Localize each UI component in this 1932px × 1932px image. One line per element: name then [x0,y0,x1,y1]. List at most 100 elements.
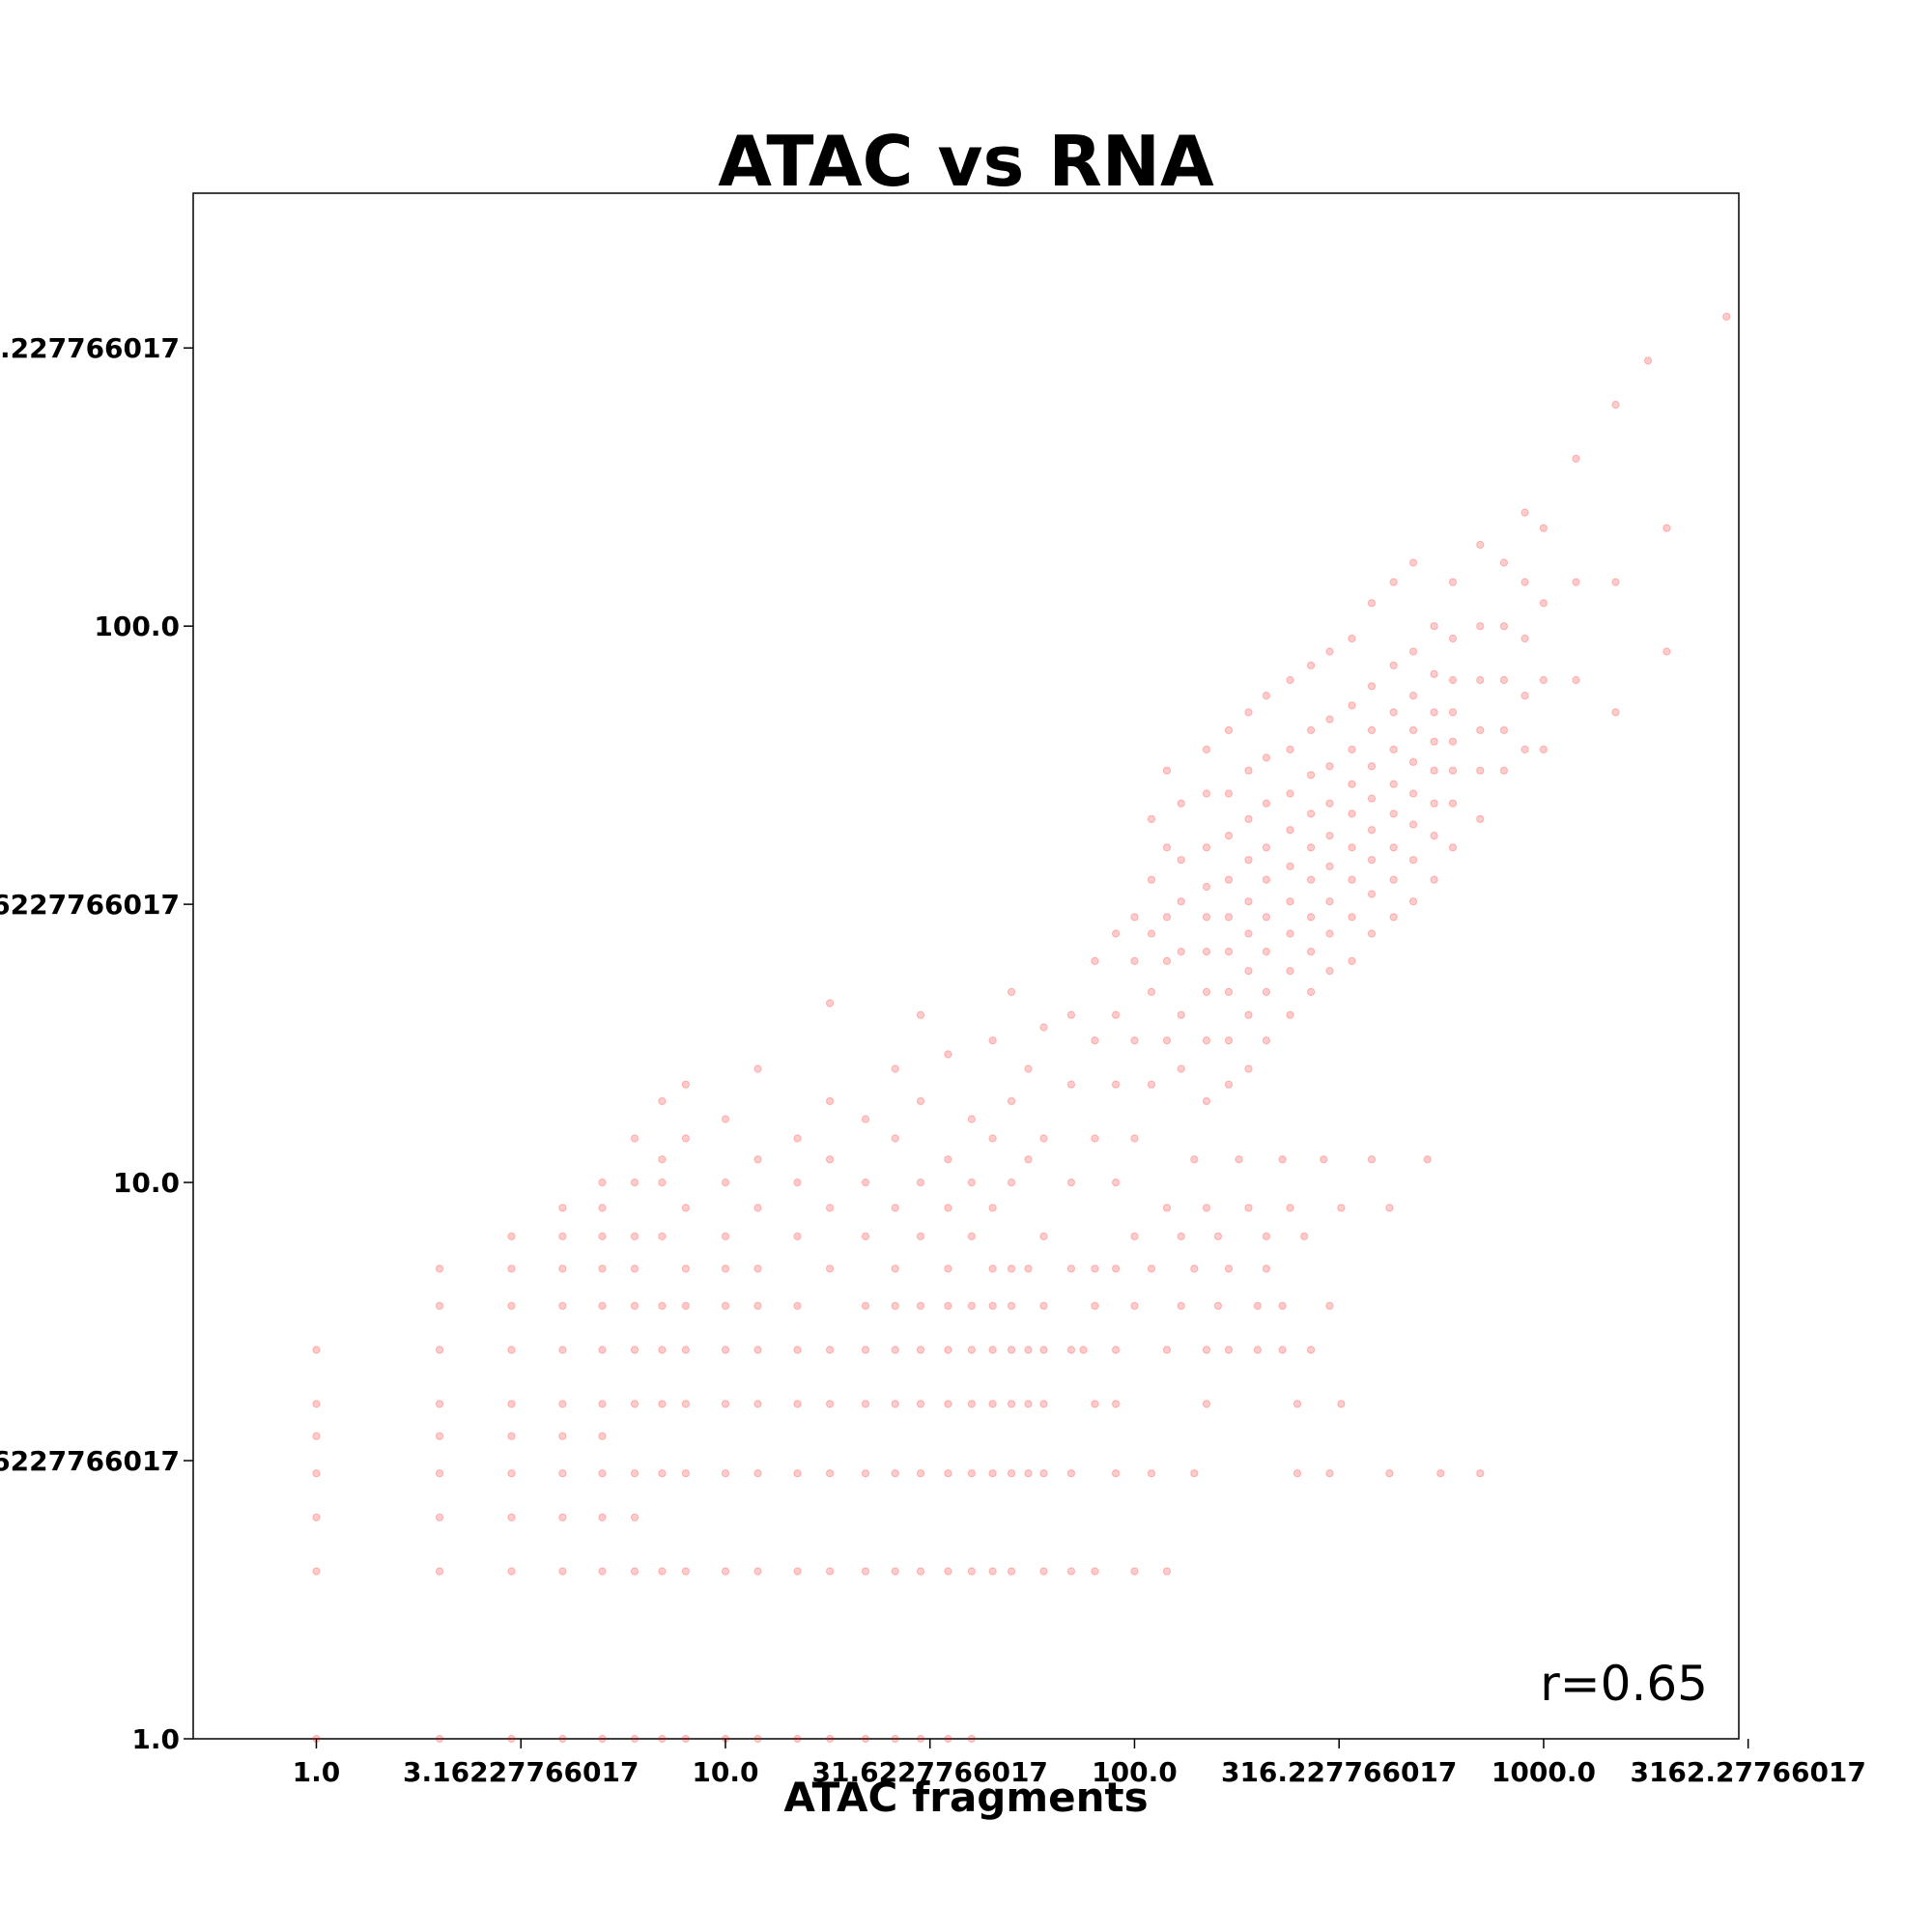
data-point [1190,1469,1199,1478]
data-point [1307,771,1316,780]
data-point [1499,622,1509,631]
data-point [1130,956,1139,966]
data-point [435,1513,444,1521]
data-point [435,1469,444,1478]
data-point [1112,1080,1121,1089]
data-point [1389,578,1398,586]
data-point [658,1734,667,1744]
data-point [598,1567,607,1576]
data-point [1213,1301,1223,1310]
data-point [988,1301,997,1310]
data-point [435,1264,444,1273]
data-point [988,1346,997,1354]
data-point [1520,508,1529,517]
data-point [1286,967,1294,976]
data-point [826,1469,835,1478]
data-point [630,1469,639,1478]
data-point [1348,701,1356,710]
data-point [988,1469,997,1478]
data-point [598,1301,607,1310]
data-point [916,1346,925,1354]
data-point [1244,766,1253,775]
data-point [793,1346,802,1354]
data-point [988,1400,997,1408]
data-point [558,1346,567,1354]
data-point [944,1264,952,1273]
data-point [1389,780,1398,788]
data-point [1162,913,1172,922]
data-point [1177,1232,1185,1241]
data-point [1066,1346,1076,1354]
x-tick-label: 3.16227766017 [403,1756,639,1788]
data-point [1039,1134,1048,1143]
data-point [598,1232,607,1241]
data-point [861,1179,870,1187]
data-point [1293,1400,1302,1408]
data-point [1091,1567,1099,1576]
data-point [1244,814,1253,824]
data-point [1224,987,1234,997]
data-point [1202,843,1211,852]
data-point [1224,1080,1234,1089]
data-point [658,1155,667,1164]
data-point [681,1400,691,1408]
data-point [1024,1065,1033,1073]
data-point [1389,708,1398,717]
data-point [1348,956,1356,966]
data-point [891,1400,899,1408]
data-point [1130,1037,1139,1045]
data-point [1307,843,1316,852]
data-point [558,1734,567,1744]
data-point [1091,1037,1099,1045]
data-point [1423,1155,1432,1164]
data-point [1611,708,1620,717]
data-point [1348,780,1356,788]
data-point [1325,897,1334,906]
data-point [507,1301,516,1310]
data-point [1325,647,1334,656]
data-point [1348,843,1356,852]
data-point [681,1134,691,1143]
data-point [1572,675,1580,685]
x-tick-label: 31.6227766017 [811,1756,1047,1788]
data-point [312,1567,321,1576]
data-point [1262,913,1271,922]
data-point [598,1179,607,1187]
data-point [1091,956,1099,966]
data-point [753,1469,762,1478]
data-point [753,1346,762,1354]
data-point [1177,897,1185,906]
data-point [1162,766,1172,775]
data-point [1224,789,1234,798]
data-point [1007,1264,1016,1273]
data-point [944,1301,952,1310]
data-point [1278,1301,1287,1310]
data-point [1325,799,1334,808]
data-point [891,1264,899,1273]
data-point [721,1301,730,1310]
data-point [1348,634,1356,643]
data-point [1039,1469,1048,1478]
data-point [1202,789,1211,798]
data-point [558,1264,567,1273]
data-point [1476,540,1485,550]
data-point [658,1567,667,1576]
data-point [658,1232,667,1241]
data-point [1367,762,1377,771]
data-point [1066,1264,1076,1273]
data-point [1572,578,1580,586]
data-point [1286,826,1294,835]
data-point [916,1567,925,1576]
data-point [988,1134,997,1143]
data-point [681,1264,691,1273]
data-point [1244,929,1253,938]
data-point [944,1469,952,1478]
data-point [793,1567,802,1576]
data-point [507,1346,516,1354]
data-point [1476,814,1485,824]
data-point [793,1400,802,1408]
data-point [1430,622,1438,631]
data-point [1408,725,1418,735]
data-point [988,1567,997,1576]
x-axis-ticks: 1.0 3.16227766017 10.0 31.6227766017 100.0 31… [293,1739,1866,1788]
